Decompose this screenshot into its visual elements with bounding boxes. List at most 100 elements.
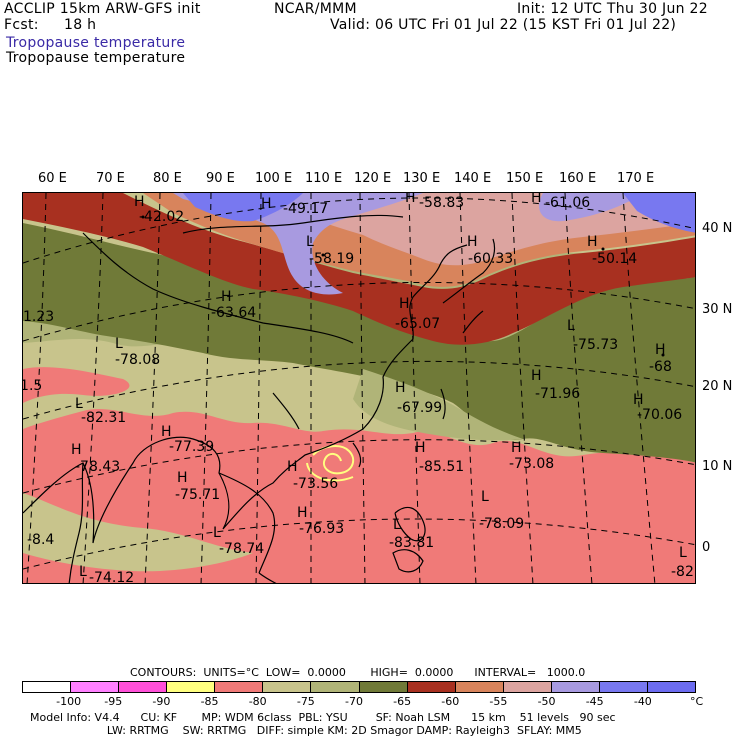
contours-info: CONTOURS: UNITS=°C LOW= 0.0000 HIGH= 0.0… [130, 666, 586, 679]
field-band-minus70-zone [353, 369, 523, 441]
map-label-type: H [587, 234, 598, 250]
color-bar-swatch [551, 682, 600, 692]
lon-label: 110 E [305, 171, 343, 186]
map-label-value: -70.06 [637, 407, 683, 423]
map-label-value: -71.96 [535, 386, 581, 402]
map-label-value: 1.23 [23, 309, 55, 325]
lat-label: 30 N [702, 302, 733, 317]
lon-label: 150 E [506, 171, 544, 186]
map-label-type: H [261, 196, 272, 212]
map-label-value: -61.06 [545, 195, 591, 211]
field-band-minus80-patch [23, 367, 293, 465]
color-bar-swatch [599, 682, 649, 692]
color-bar-label: -75 [296, 695, 315, 708]
map-label-type: L [75, 396, 83, 412]
lon-label: 160 E [559, 171, 597, 186]
lat-label: 0 [702, 540, 711, 555]
map-label-type: L [679, 545, 687, 561]
yellow-vortex [306, 445, 355, 482]
lon-label: 130 E [403, 171, 441, 186]
map-label-value: -76.93 [299, 521, 345, 537]
color-bar-swatch [311, 682, 360, 692]
field-band-minus45 [173, 193, 643, 295]
color-bar-swatch [503, 682, 552, 692]
color-bar-label: -95 [104, 695, 123, 708]
map-label-value: -83.81 [389, 535, 435, 551]
map-label-type: L [481, 489, 489, 505]
map-label-value: -74.12 [89, 570, 135, 584]
map-label-value: -77.39 [169, 439, 215, 455]
map-label-value: -82 [671, 564, 694, 580]
map-label-type: L [306, 234, 314, 250]
color-bar-label: -60 [441, 695, 460, 708]
lon-label: 90 E [206, 171, 235, 186]
map-label-type: H [399, 296, 410, 312]
map-label-type: H [177, 470, 188, 486]
map-label-value: -85.51 [419, 459, 465, 475]
init-time: Init: 12 UTC Thu 30 Jun 22 [517, 1, 708, 17]
field-title-primary: Tropopause temperature [6, 35, 186, 51]
map-label-type: L [115, 336, 123, 352]
map-label-value: -58.19 [309, 251, 355, 267]
map-label-type: H [161, 424, 172, 440]
forecast-label: Fcst: [4, 17, 39, 33]
field-title-secondary: Tropopause temperature [6, 50, 186, 66]
map-label-type: H [531, 368, 542, 384]
map-label-type: L [213, 525, 221, 541]
map-label-type: H [633, 392, 644, 408]
color-bar-label: -100 [56, 695, 82, 708]
lat-label: 20 N [702, 379, 733, 394]
model-info-line1: Model Info: V4.4 CU: KF MP: WDM 6class P… [30, 711, 616, 724]
color-bar-label: -65 [393, 695, 412, 708]
map-label-type: H [655, 342, 666, 358]
model-info-line2: LW: RRTMG SW: RRTMG DIFF: simple KM: 2D … [30, 724, 582, 737]
color-bar-swatch [119, 682, 168, 692]
lon-label: 100 E [255, 171, 293, 186]
map-label-type: H [531, 192, 542, 206]
field-band-minus65 [23, 223, 695, 463]
map-label-type: H [297, 505, 308, 521]
map-label-value: -73.56 [293, 476, 339, 492]
map-label-type: H [287, 459, 298, 475]
lon-label: 170 E [617, 171, 655, 186]
color-bar-label: -85 [200, 695, 219, 708]
lon-label: 60 E [38, 171, 67, 186]
color-bar [22, 681, 696, 693]
color-bar-label: -90 [152, 695, 171, 708]
map-label-type: H [511, 440, 522, 456]
map-label-type: H [134, 194, 145, 210]
map-label-value: -78.74 [219, 541, 265, 557]
map-fields [23, 193, 695, 583]
map-label-type: H [405, 192, 416, 206]
color-bar-label: -45 [585, 695, 604, 708]
map-label-type: H [415, 440, 426, 456]
lon-label: 80 E [153, 171, 182, 186]
map-label-type: H [221, 289, 232, 305]
map-label-type: L [79, 564, 87, 580]
color-bar-swatch [71, 682, 120, 692]
color-bar-swatch [23, 682, 72, 692]
field-band-minus40 [183, 193, 695, 233]
map-label-value: -42.02 [139, 209, 185, 225]
color-bar-label: -40 [633, 695, 652, 708]
map-label-value: -82.31 [81, 410, 127, 426]
color-bar-swatch [215, 682, 264, 692]
valid-time: Valid: 06 UTC Fri 01 Jul 22 (15 KST Fri … [330, 17, 677, 33]
forecast-hour: 18 h [64, 17, 97, 33]
lon-label: 140 E [454, 171, 492, 186]
map-label-value: -78.09 [479, 516, 525, 532]
map-label-type: L [393, 517, 401, 533]
map-label-type: H [395, 380, 406, 396]
map-label-value: -63.64 [211, 305, 257, 321]
parallels [23, 197, 695, 570]
map-label-value: -1.5 [23, 378, 43, 394]
map-label-value: -8.4 [27, 532, 55, 548]
map-label-value: -65.07 [395, 316, 441, 332]
label-markers [141, 215, 665, 357]
lat-label: 10 N [702, 459, 733, 474]
color-bar-swatch [167, 682, 216, 692]
color-bar-label: -70 [345, 695, 363, 708]
map-label-value: -73.08 [509, 456, 555, 472]
map-label-value: -50.14 [592, 251, 638, 267]
model-title: ACCLIP 15km ARW-GFS init [4, 1, 201, 17]
